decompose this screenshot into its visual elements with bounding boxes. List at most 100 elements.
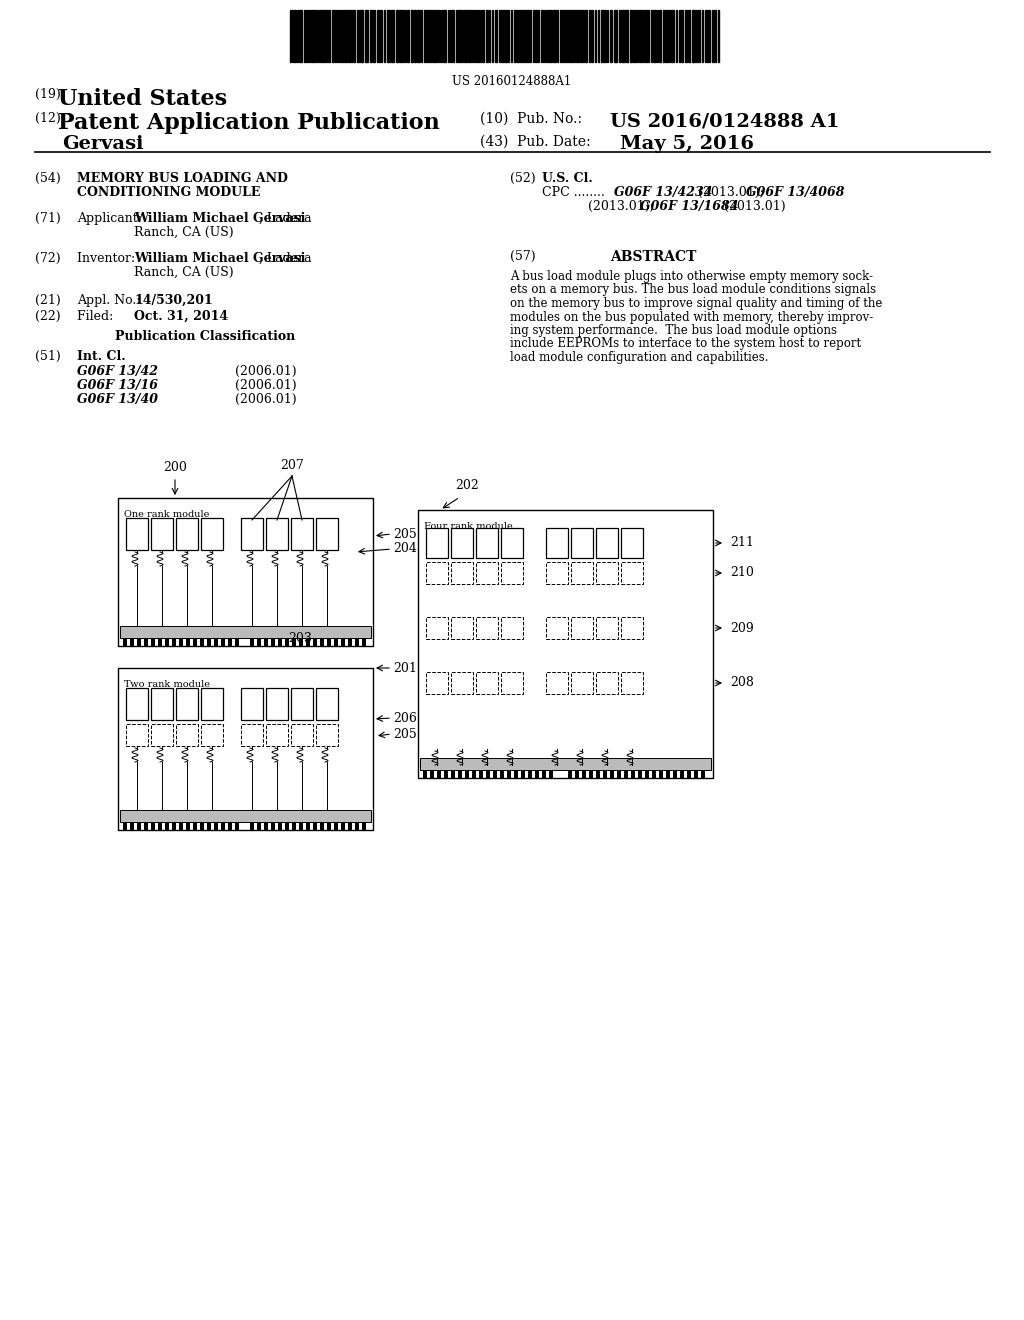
Bar: [486, 11, 488, 62]
Bar: [681, 11, 683, 62]
Bar: [176, 688, 198, 719]
Bar: [614, 11, 617, 62]
Bar: [437, 770, 441, 777]
Bar: [582, 770, 586, 777]
Text: 204: 204: [393, 541, 417, 554]
Bar: [645, 770, 649, 777]
Text: , Ladera: , Ladera: [259, 213, 311, 224]
Bar: [137, 822, 141, 830]
Bar: [396, 11, 398, 62]
Bar: [137, 638, 141, 645]
Bar: [214, 638, 218, 645]
Bar: [387, 11, 390, 62]
Bar: [580, 11, 582, 62]
Text: Two rank module: Two rank module: [124, 680, 210, 689]
Bar: [585, 11, 587, 62]
Bar: [553, 11, 556, 62]
Bar: [464, 11, 467, 62]
Bar: [353, 11, 355, 62]
Bar: [316, 517, 338, 550]
Bar: [334, 638, 338, 645]
Bar: [568, 770, 572, 777]
Bar: [123, 638, 127, 645]
Bar: [126, 517, 148, 550]
Bar: [291, 688, 313, 719]
Bar: [589, 770, 593, 777]
Bar: [391, 11, 394, 62]
Bar: [501, 672, 523, 694]
Text: (57): (57): [510, 249, 536, 263]
Bar: [172, 638, 176, 645]
Bar: [344, 11, 347, 62]
Bar: [158, 638, 162, 645]
Bar: [673, 770, 677, 777]
Text: include EEPROMs to interface to the system host to report: include EEPROMs to interface to the syst…: [510, 338, 861, 351]
Bar: [482, 11, 484, 62]
Bar: [417, 11, 420, 62]
Text: 14/530,201: 14/530,201: [134, 294, 213, 308]
Text: CPC ........: CPC ........: [542, 186, 605, 199]
Bar: [221, 822, 225, 830]
Bar: [712, 11, 714, 62]
Bar: [257, 638, 261, 645]
Text: Int. Cl.: Int. Cl.: [77, 350, 126, 363]
Bar: [507, 770, 511, 777]
Bar: [603, 770, 607, 777]
Bar: [228, 638, 232, 645]
Bar: [630, 11, 632, 62]
Bar: [430, 770, 434, 777]
Bar: [680, 770, 684, 777]
Bar: [426, 672, 449, 694]
Bar: [563, 11, 565, 62]
Text: (12): (12): [35, 112, 60, 125]
Bar: [250, 638, 254, 645]
Bar: [250, 822, 254, 830]
Bar: [172, 822, 176, 830]
Bar: [411, 11, 413, 62]
Bar: [610, 11, 612, 62]
Bar: [144, 822, 148, 830]
Bar: [176, 517, 198, 550]
Bar: [179, 638, 183, 645]
Bar: [123, 822, 127, 830]
Bar: [120, 626, 371, 638]
Bar: [355, 638, 359, 645]
Text: (22): (22): [35, 310, 60, 323]
Bar: [207, 822, 211, 830]
Text: Four rank module: Four rank module: [424, 521, 513, 531]
Bar: [443, 11, 446, 62]
Text: ets on a memory bus. The bus load module conditions signals: ets on a memory bus. The bus load module…: [510, 284, 877, 297]
Bar: [151, 517, 173, 550]
Text: Oct. 31, 2014: Oct. 31, 2014: [134, 310, 228, 323]
Bar: [257, 822, 261, 830]
Bar: [476, 616, 498, 639]
Bar: [264, 822, 268, 830]
Bar: [433, 11, 436, 62]
Text: (54): (54): [35, 172, 60, 185]
Bar: [334, 822, 338, 830]
Bar: [514, 770, 518, 777]
Text: G06F 13/1684: G06F 13/1684: [640, 201, 738, 213]
Bar: [158, 822, 162, 830]
Text: 211: 211: [730, 536, 754, 549]
Bar: [596, 616, 618, 639]
Text: 208: 208: [730, 676, 754, 689]
Bar: [299, 638, 303, 645]
Bar: [671, 11, 674, 62]
Bar: [377, 11, 380, 62]
Bar: [264, 638, 268, 645]
Text: G06F 13/4068: G06F 13/4068: [746, 186, 845, 199]
Text: (10)  Pub. No.:: (10) Pub. No.:: [480, 112, 582, 125]
Bar: [179, 822, 183, 830]
Bar: [696, 11, 698, 62]
Bar: [452, 11, 454, 62]
Bar: [200, 822, 204, 830]
Bar: [271, 638, 275, 645]
Text: 205: 205: [393, 727, 417, 741]
Text: G06F 13/16: G06F 13/16: [77, 379, 158, 392]
Bar: [165, 638, 169, 645]
Bar: [596, 562, 618, 583]
Bar: [292, 638, 296, 645]
Bar: [201, 517, 223, 550]
Text: (2013.01);: (2013.01);: [588, 201, 657, 213]
